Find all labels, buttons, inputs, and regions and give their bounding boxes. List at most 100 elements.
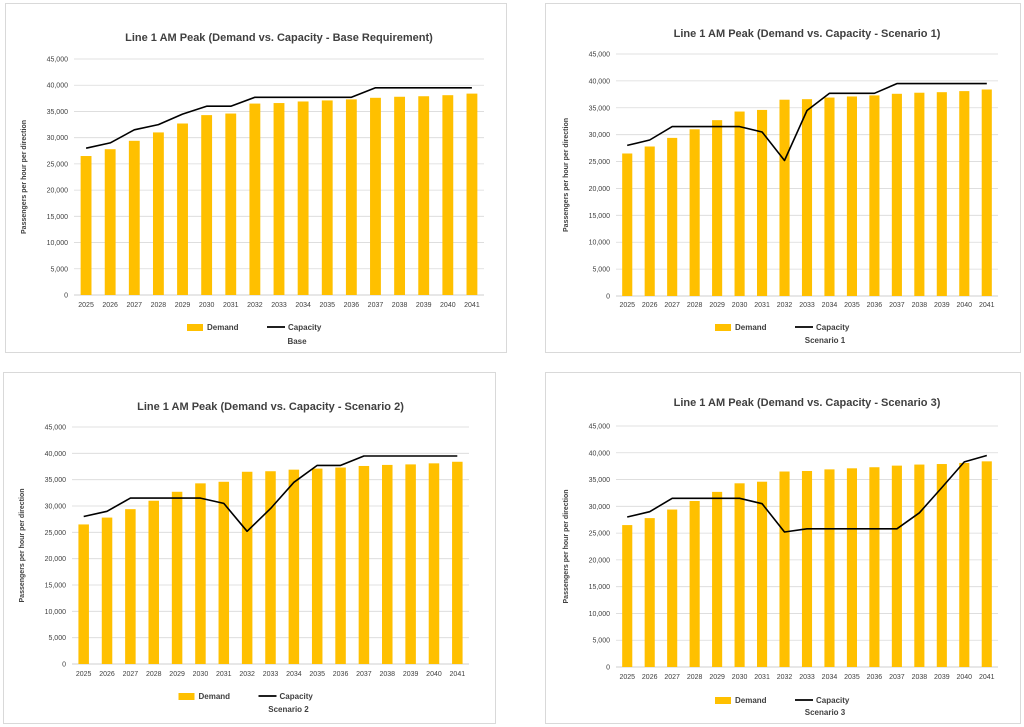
x-tick-label: 2037 xyxy=(356,671,372,678)
demand-bar xyxy=(734,483,745,667)
chart-title: Line 1 AM Peak (Demand vs. Capacity - Sc… xyxy=(674,28,941,40)
y-tick-label: 20,000 xyxy=(47,188,69,195)
demand-bar xyxy=(914,92,925,296)
x-tick-label: 2034 xyxy=(286,671,302,678)
y-tick-label: 20,000 xyxy=(45,556,67,563)
demand-bar xyxy=(846,96,857,297)
demand-bar xyxy=(959,91,970,297)
capacity-line xyxy=(83,455,458,533)
capacity-line xyxy=(85,87,472,149)
y-tick-label: 5,000 xyxy=(592,267,610,274)
demand-bar xyxy=(311,468,323,664)
y-axis-label: Passengers per hour per direction xyxy=(563,118,570,232)
x-tick-label: 2035 xyxy=(844,674,860,681)
x-tick-label: 2031 xyxy=(754,302,770,309)
demand-bar xyxy=(80,156,92,295)
chart-panel-scenario-3: Line 1 AM Peak (Demand vs. Capacity - Sc… xyxy=(545,372,1021,724)
demand-bar xyxy=(78,524,89,664)
demand-bar xyxy=(452,461,463,664)
x-tick-label: 2033 xyxy=(263,671,279,678)
y-tick-label: 10,000 xyxy=(589,611,611,618)
x-tick-label: 2038 xyxy=(912,302,928,309)
demand-bar xyxy=(667,137,678,296)
y-tick-label: 5,000 xyxy=(592,638,610,645)
legend-demand-swatch xyxy=(187,324,203,331)
y-tick-label: 40,000 xyxy=(47,83,69,90)
demand-bar xyxy=(757,481,768,667)
demand-bar xyxy=(891,93,902,296)
demand-bar xyxy=(869,95,880,296)
demand-bar xyxy=(125,509,136,664)
demand-bar xyxy=(171,491,183,664)
demand-bar xyxy=(981,461,992,667)
demand-bar xyxy=(981,89,992,296)
demand-bar xyxy=(335,467,346,664)
demand-bar xyxy=(712,491,723,667)
demand-bar xyxy=(914,464,925,667)
demand-bar xyxy=(442,95,454,295)
demand-bar xyxy=(101,517,113,664)
x-tick-label: 2039 xyxy=(934,302,950,309)
x-tick-label: 2031 xyxy=(223,302,239,309)
x-tick-label: 2035 xyxy=(319,302,335,309)
chart-title: Line 1 AM Peak (Demand vs. Capacity - Sc… xyxy=(674,397,941,409)
chart-title: Line 1 AM Peak (Demand vs. Capacity - Ba… xyxy=(125,32,433,44)
demand-bar xyxy=(288,469,300,664)
x-tick-label: 2028 xyxy=(687,674,703,681)
demand-bar xyxy=(644,518,655,667)
x-tick-label: 2025 xyxy=(78,302,94,309)
y-tick-label: 45,000 xyxy=(589,52,611,59)
y-tick-label: 30,000 xyxy=(47,135,69,142)
y-tick-label: 35,000 xyxy=(589,477,611,484)
x-tick-label: 2029 xyxy=(169,671,185,678)
y-tick-label: 25,000 xyxy=(47,161,69,168)
legend-capacity-label: Capacity xyxy=(816,696,850,705)
y-tick-label: 10,000 xyxy=(589,240,611,247)
x-tick-label: 2041 xyxy=(979,674,995,681)
x-tick-label: 2034 xyxy=(822,302,838,309)
y-tick-label: 35,000 xyxy=(589,105,611,112)
x-tick-label: 2040 xyxy=(440,302,456,309)
x-tick-label: 2037 xyxy=(889,302,905,309)
x-tick-label: 2039 xyxy=(934,674,950,681)
x-tick-label: 2028 xyxy=(151,302,167,309)
demand-bar xyxy=(801,99,813,296)
x-tick-label: 2027 xyxy=(127,302,143,309)
y-tick-label: 45,000 xyxy=(589,424,611,431)
chart-svg: Line 1 AM Peak (Demand vs. Capacity - Sc… xyxy=(563,397,998,717)
x-tick-label: 2034 xyxy=(822,674,838,681)
x-tick-label: 2029 xyxy=(175,302,191,309)
x-tick-label: 2030 xyxy=(199,302,215,309)
capacity-line xyxy=(627,454,988,533)
x-tick-label: 2029 xyxy=(709,674,725,681)
x-tick-label: 2037 xyxy=(889,674,905,681)
x-tick-label: 2026 xyxy=(642,674,658,681)
y-tick-label: 20,000 xyxy=(589,186,611,193)
demand-bar xyxy=(418,96,430,295)
chart-svg: Line 1 AM Peak (Demand vs. Capacity - Sc… xyxy=(563,28,998,345)
demand-bar xyxy=(345,99,357,295)
x-tick-label: 2040 xyxy=(957,674,973,681)
legend-demand-label: Demand xyxy=(735,323,767,332)
y-tick-label: 5,000 xyxy=(50,266,68,273)
x-tick-label: 2031 xyxy=(216,671,232,678)
x-tick-label: 2038 xyxy=(392,302,408,309)
demand-bar xyxy=(218,481,230,664)
demand-bar xyxy=(644,146,655,296)
x-tick-label: 2030 xyxy=(193,671,209,678)
y-tick-label: 30,000 xyxy=(589,132,611,139)
demand-bar xyxy=(667,509,678,667)
x-tick-label: 2025 xyxy=(76,671,92,678)
chart-caption: Scenario 1 xyxy=(805,336,846,345)
y-tick-label: 35,000 xyxy=(45,477,67,484)
y-tick-label: 0 xyxy=(606,294,610,301)
y-tick-label: 15,000 xyxy=(589,584,611,591)
legend-demand-label: Demand xyxy=(207,323,239,332)
y-axis-label: Passengers per hour per direction xyxy=(563,490,570,604)
demand-bar xyxy=(622,153,633,296)
demand-bar xyxy=(358,465,370,664)
x-tick-label: 2026 xyxy=(102,302,118,309)
x-tick-label: 2030 xyxy=(732,674,748,681)
demand-bar xyxy=(779,471,790,667)
x-tick-label: 2036 xyxy=(867,674,883,681)
